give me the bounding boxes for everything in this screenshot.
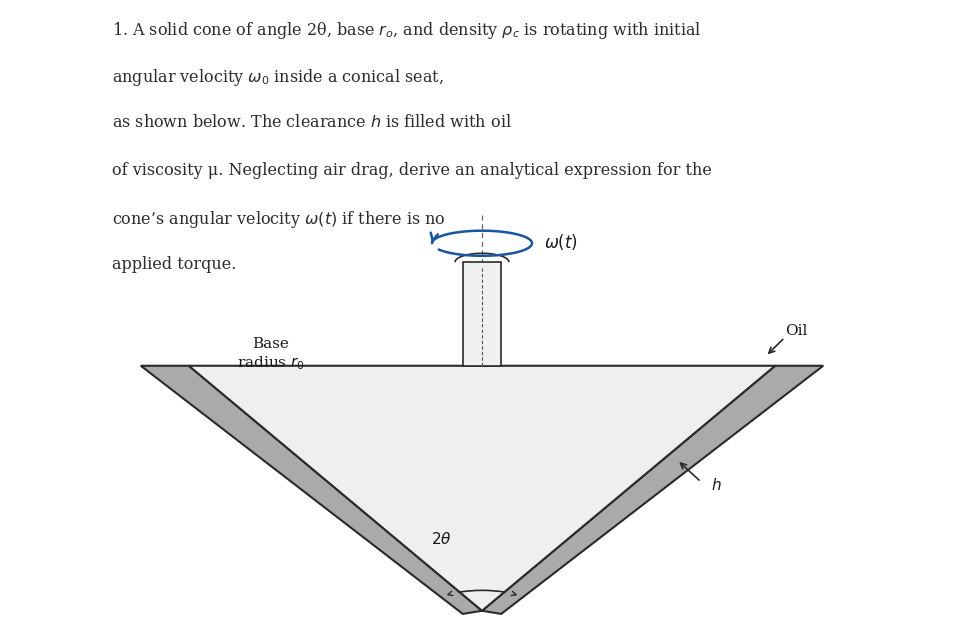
Text: Oil: Oil [785, 324, 807, 338]
Polygon shape [141, 366, 482, 614]
Text: 1. A solid cone of angle 2θ, base $r_o$, and density $\rho_c$ is rotating with i: 1. A solid cone of angle 2θ, base $r_o$,… [112, 20, 702, 41]
Text: $\omega(t)$: $\omega(t)$ [544, 232, 577, 252]
Polygon shape [463, 262, 501, 366]
Polygon shape [482, 366, 823, 614]
Polygon shape [189, 366, 775, 611]
Text: cone’s angular velocity $\omega(t)$ if there is no: cone’s angular velocity $\omega(t)$ if t… [112, 209, 445, 230]
Text: Base
radius $r_0$: Base radius $r_0$ [236, 338, 305, 372]
Text: $2\theta$: $2\theta$ [431, 531, 452, 546]
Text: $h$: $h$ [710, 477, 721, 493]
Text: of viscosity μ. Neglecting air drag, derive an analytical expression for the: of viscosity μ. Neglecting air drag, der… [112, 162, 711, 179]
Text: angular velocity $\omega_0$ inside a conical seat,: angular velocity $\omega_0$ inside a con… [112, 68, 443, 88]
Text: as shown below. The clearance $h$ is filled with oil: as shown below. The clearance $h$ is fil… [112, 114, 512, 131]
Text: applied torque.: applied torque. [112, 256, 236, 273]
